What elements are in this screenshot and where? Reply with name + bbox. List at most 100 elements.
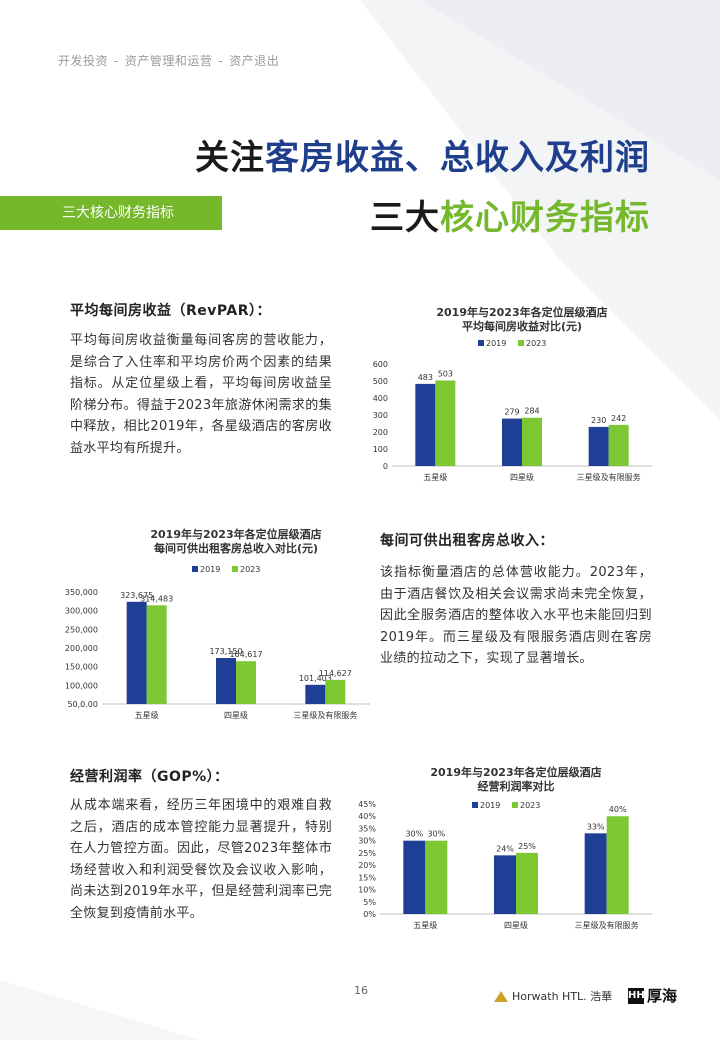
legend-swatch bbox=[232, 566, 238, 572]
legend-label: 2019 bbox=[200, 565, 220, 574]
bar bbox=[305, 684, 326, 704]
legend-label: 2023 bbox=[526, 339, 546, 348]
y-tick-label: 300,000 bbox=[65, 607, 98, 616]
y-tick-label: 25% bbox=[358, 849, 376, 858]
revpar-body: 平均每间房收益衡量每间客房的营收能力，是综合了入住率和平均房价两个因素的结果指标… bbox=[70, 333, 332, 456]
horwath-logo: Horwath HTL. 浩華 bbox=[494, 988, 612, 1004]
legend-swatch bbox=[518, 340, 524, 346]
hohi-logo: HH 厚海 bbox=[628, 985, 677, 1006]
bar bbox=[425, 840, 448, 914]
category-label: 五星级 bbox=[423, 472, 447, 482]
y-tick-label: 0% bbox=[363, 910, 376, 919]
total-revenue-chart: 2019年与2023年各定位层级酒店 每间可供出租客房总收入对比(元) 2019 20… bbox=[60, 522, 376, 727]
breadcrumb: 开发投资 - 资产管理和运营 - 资产退出 bbox=[58, 54, 280, 68]
title-part: 三大 bbox=[370, 198, 440, 238]
bar bbox=[522, 417, 542, 466]
bar bbox=[216, 658, 236, 704]
data-label: 503 bbox=[438, 369, 453, 378]
chart-title: 2019年与2023年各定位层级酒店 bbox=[436, 305, 607, 319]
data-label: 242 bbox=[611, 414, 626, 423]
data-label: 284 bbox=[524, 407, 539, 416]
bar bbox=[516, 852, 538, 914]
chart-legend: 2019 2023 bbox=[192, 565, 260, 574]
y-tick-label: 400 bbox=[373, 394, 388, 403]
bar bbox=[415, 383, 436, 466]
totrev-body: 该指标衡量酒店的总体营收能力。2023年，由于酒店餐饮及相关会议需求尚未完全恢复… bbox=[380, 565, 652, 666]
legend-label: 2019 bbox=[480, 801, 500, 810]
bar bbox=[325, 679, 346, 704]
data-label: 33% bbox=[587, 822, 605, 831]
data-label: 101,403 bbox=[299, 674, 332, 683]
page-number: 16 bbox=[354, 984, 368, 997]
legend-swatch bbox=[472, 802, 478, 808]
chart-title: 经营利润率对比 bbox=[478, 779, 555, 793]
legend-label: 2019 bbox=[486, 339, 506, 348]
gop-heading: 经营利润率（GOP%）： bbox=[70, 769, 229, 785]
data-label: 114,627 bbox=[319, 669, 352, 678]
y-tick-label: 200 bbox=[373, 428, 388, 437]
y-tick-label: 150,000 bbox=[65, 663, 98, 672]
data-label: 25% bbox=[518, 842, 536, 851]
title-part: 核心财务指标 bbox=[440, 198, 650, 238]
data-label: 483 bbox=[418, 373, 433, 382]
y-tick-label: 0 bbox=[383, 462, 388, 471]
breadcrumb-item[interactable]: 资产退出 bbox=[229, 54, 280, 68]
breadcrumb-item[interactable]: 资产管理和运营 bbox=[124, 54, 213, 68]
y-tick-label: 100,000 bbox=[65, 681, 98, 690]
data-label: 230 bbox=[591, 416, 606, 425]
bar bbox=[584, 833, 607, 914]
legend-swatch bbox=[192, 566, 198, 572]
chart-title: 2019年与2023年各定位层级酒店 bbox=[150, 527, 321, 541]
data-label: 279 bbox=[504, 408, 519, 417]
chart-legend: 2019 2023 bbox=[478, 339, 546, 348]
y-tick-label: 20% bbox=[358, 861, 376, 870]
data-label: 173,150 bbox=[209, 647, 242, 656]
horwath-logo-text: Horwath HTL. 浩華 bbox=[512, 990, 613, 1003]
page-title-line1: 关注客房收益、总收入及利润 bbox=[195, 130, 650, 179]
data-label: 24% bbox=[496, 844, 514, 853]
legend-label: 2023 bbox=[520, 801, 540, 810]
category-label: 五星级 bbox=[413, 920, 437, 930]
bar bbox=[606, 816, 629, 914]
section-tag: 三大核心财务指标 bbox=[0, 196, 222, 230]
y-tick-label: 30% bbox=[358, 837, 376, 846]
category-label: 四星级 bbox=[510, 472, 534, 482]
chart-title: 2019年与2023年各定位层级酒店 bbox=[430, 765, 601, 779]
bar bbox=[435, 380, 456, 466]
data-label: 30% bbox=[427, 830, 445, 839]
y-tick-label: 500 bbox=[373, 377, 388, 386]
y-tick-label: 10% bbox=[358, 886, 376, 895]
hohi-logo-text: 厚海 bbox=[647, 987, 678, 1005]
y-tick-label: 250,000 bbox=[65, 625, 98, 634]
y-tick-label: 300 bbox=[373, 411, 388, 420]
legend-swatch bbox=[478, 340, 484, 346]
data-label: 314,483 bbox=[140, 594, 173, 603]
y-tick-label: 200,000 bbox=[65, 644, 98, 653]
y-tick-label: 600 bbox=[373, 360, 388, 369]
category-label: 三星级及有限服务 bbox=[293, 710, 357, 720]
category-label: 三星级及有限服务 bbox=[575, 920, 639, 930]
bar bbox=[502, 418, 522, 466]
bar bbox=[236, 661, 256, 704]
gop-body: 从成本端来看，经历三年困境中的艰难自救之后，酒店的成本管控能力显著提升，特别在人… bbox=[70, 798, 332, 921]
y-tick-label: 45% bbox=[358, 800, 376, 809]
breadcrumb-item[interactable]: 开发投资 bbox=[58, 54, 109, 68]
chart-legend: 2019 2023 bbox=[472, 801, 540, 810]
y-tick-label: 350,000 bbox=[65, 588, 98, 597]
category-label: 四星级 bbox=[224, 710, 248, 720]
bar bbox=[608, 424, 629, 466]
legend-swatch bbox=[512, 802, 518, 808]
bar bbox=[494, 855, 516, 914]
data-label: 40% bbox=[609, 805, 627, 814]
category-label: 五星级 bbox=[135, 710, 159, 720]
data-label: 323,675 bbox=[120, 591, 153, 600]
revpar-heading: 平均每间房收益（RevPAR）： bbox=[70, 303, 271, 319]
y-tick-label: 35% bbox=[358, 824, 376, 833]
y-tick-label: 5% bbox=[363, 898, 376, 907]
y-tick-label: 50,0.00 bbox=[67, 700, 98, 709]
revpar-chart: 2019年与2023年各定位层级酒店 平均每间房收益对比(元) 2019 2023 0 1… bbox=[352, 300, 662, 490]
